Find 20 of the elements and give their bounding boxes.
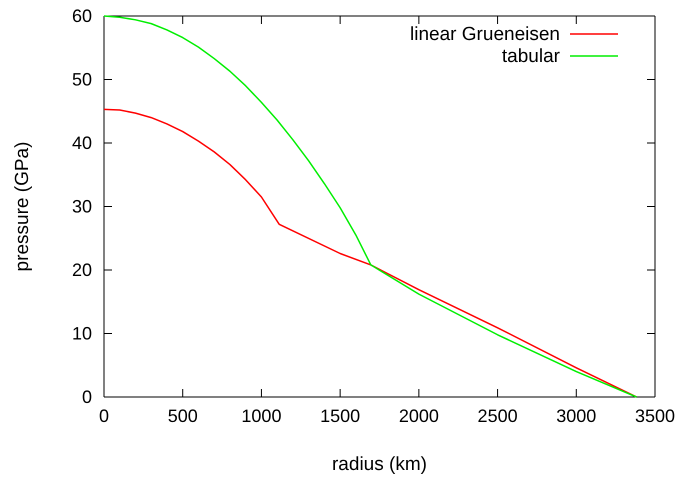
x-axis-title: radius (km) bbox=[332, 454, 428, 475]
x-tick-label: 0 bbox=[98, 406, 110, 426]
line-series bbox=[103, 108, 638, 398]
x-tick-label: 3500 bbox=[634, 406, 676, 426]
y-tick-label: 40 bbox=[72, 132, 92, 153]
y-tick-label: 50 bbox=[72, 69, 92, 90]
y-tick-label: 10 bbox=[72, 323, 92, 344]
y-axis-title: pressure (GPa) bbox=[12, 142, 33, 272]
y-tick-label: 30 bbox=[72, 196, 92, 216]
y-tick-label: 0 bbox=[82, 386, 92, 407]
y-tick-label: 20 bbox=[72, 260, 92, 280]
x-tick-label: 1500 bbox=[320, 406, 360, 426]
x-tick-label: 500 bbox=[168, 406, 198, 426]
x-tick-label: 1000 bbox=[241, 406, 282, 426]
x-tick-label: 3000 bbox=[556, 406, 596, 426]
y-tick-label: 60 bbox=[72, 6, 92, 26]
legend-label: tabular bbox=[502, 46, 561, 67]
x-tick-label: 2500 bbox=[478, 406, 518, 426]
legend-label: linear Grueneisen bbox=[410, 24, 560, 45]
x-tick-label: 2000 bbox=[398, 406, 439, 426]
